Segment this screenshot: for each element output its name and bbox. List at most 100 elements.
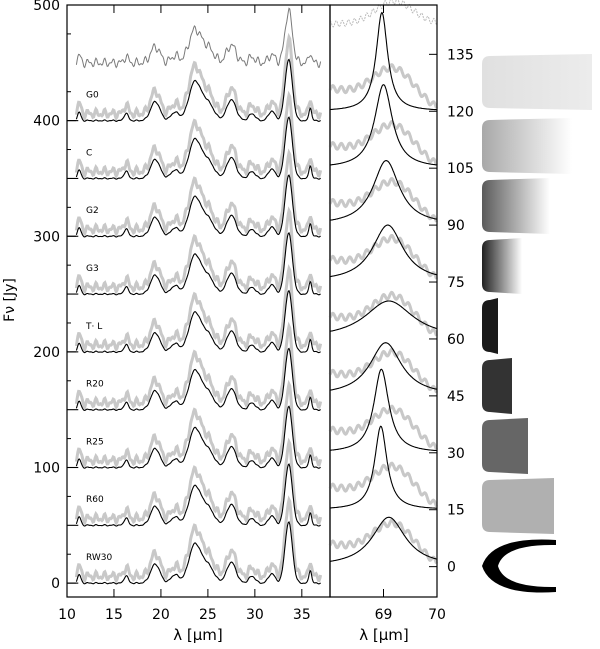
- x-tick-label: 10: [58, 607, 76, 623]
- right-peak-group: [328, 84, 438, 166]
- shape-icons: [482, 54, 592, 593]
- left-panel: RW30 R60 R25 R20 T· L G3 G2 C G0 10 15 20 25 30 35 0 100…: [33, 0, 331, 623]
- y-tick-label: 75: [447, 275, 465, 291]
- right-peak-group: [328, 224, 438, 280]
- y-axis-label: Fν [Jy]: [2, 278, 18, 322]
- observed-overlay-line: [328, 119, 438, 166]
- model-spectrum-group: R60: [67, 437, 323, 527]
- shape-10-icon: [482, 539, 556, 593]
- observed-overlay-line: [74, 379, 323, 469]
- observed-spectrum-line: [329, 0, 437, 28]
- right-x-axis-label: λ [μm]: [359, 626, 409, 644]
- model-spectrum-group: G3: [67, 206, 323, 296]
- observed-overlay-line: [74, 495, 323, 584]
- model-spectrum-group: C: [67, 90, 323, 180]
- observed-overlay-line: [328, 461, 438, 508]
- right-peak-group: [328, 425, 438, 509]
- x-tick-label: 70: [428, 607, 446, 623]
- right-peak-group: [328, 290, 438, 337]
- right-peak-group: [328, 11, 438, 111]
- observed-overlay-line: [74, 437, 323, 527]
- observed-overlay-line: [328, 518, 438, 565]
- shape-8-icon: [482, 478, 554, 534]
- observed-overlay-line: [328, 290, 438, 337]
- observed-overlay-line: [328, 234, 438, 280]
- y-tick-label: 300: [33, 229, 60, 245]
- x-tick-label: 69: [375, 607, 393, 623]
- y-tick-label: 90: [447, 218, 465, 234]
- y-tick-label: 135: [447, 47, 474, 63]
- shape-5-icon: [482, 298, 498, 354]
- model-peak-line: [329, 300, 437, 332]
- y-tick-label: 100: [33, 461, 60, 477]
- y-tick-label: 500: [33, 0, 60, 14]
- observed-overlay-line: [74, 148, 323, 237]
- model-line: [75, 58, 321, 122]
- y-tick-label: 400: [33, 114, 60, 130]
- model-line: [75, 174, 321, 238]
- observed-overlay-line: [328, 63, 438, 109]
- x-tick-label: 30: [246, 607, 264, 623]
- model-label: RW30: [86, 553, 113, 563]
- model-line: [75, 232, 321, 296]
- left-x-axis-label: λ [μm]: [173, 626, 223, 644]
- model-label: T· L: [85, 322, 102, 332]
- shape-2-icon: [482, 118, 572, 174]
- y-tick-label: 120: [447, 104, 474, 120]
- y-tick-label: 60: [447, 332, 465, 348]
- model-peak-line: [329, 516, 437, 562]
- observed-overlay-line: [74, 90, 323, 180]
- model-peak-line: [329, 342, 437, 391]
- shape-7-icon: [482, 418, 528, 474]
- shape-4-icon: [482, 238, 522, 294]
- y-tick-label: 0: [447, 560, 456, 576]
- model-line: [75, 116, 321, 180]
- model-label: G3: [86, 264, 99, 274]
- shape-6-icon: [482, 358, 512, 414]
- observed-overlay-line: [328, 404, 438, 451]
- model-line: [75, 289, 321, 354]
- y-tick-label: 105: [447, 161, 474, 177]
- y-tick-label: 0: [51, 576, 60, 592]
- model-label: R25: [86, 437, 104, 447]
- model-label: G2: [86, 206, 99, 216]
- model-label: C: [86, 148, 92, 158]
- model-line: [75, 347, 321, 411]
- x-tick-label: 15: [105, 607, 123, 623]
- observed-overlay-line: [328, 177, 438, 223]
- x-tick-label: 20: [152, 607, 170, 623]
- y-tick-label: 45: [447, 389, 465, 405]
- y-tick-label: 30: [447, 446, 465, 462]
- model-peak-line: [329, 224, 437, 278]
- observed-overlay-line: [74, 206, 323, 295]
- model-line: [75, 463, 321, 527]
- observed-spectrum-line: [75, 7, 322, 69]
- model-label: R60: [86, 495, 104, 505]
- observed-overlay-line: [74, 263, 323, 353]
- y-tick-label: 200: [33, 345, 60, 361]
- model-peak-line: [330, 425, 437, 509]
- model-peak-line: [330, 11, 437, 111]
- right-panel: 69 70 0 15 30 45 60 75 90 105 120 135: [328, 0, 474, 623]
- model-spectrum-group: R20: [67, 321, 323, 411]
- observed-overlay-line: [328, 347, 438, 394]
- model-label: R20: [86, 380, 104, 390]
- x-tick-label: 25: [199, 607, 217, 623]
- right-peak-group: [328, 516, 438, 565]
- model-line: [75, 520, 321, 585]
- y-tick-label: 15: [447, 503, 465, 519]
- observed-overlay-line: [74, 321, 323, 411]
- model-label: G0: [86, 91, 99, 101]
- right-peak-group: [328, 368, 438, 452]
- model-peak-line: [329, 368, 437, 452]
- observed-overlay-line: [74, 32, 323, 122]
- right-peak-group: [328, 342, 438, 394]
- model-peak-line: [329, 84, 437, 166]
- x-tick-label: 35: [293, 607, 311, 623]
- model-peak-line: [329, 160, 437, 221]
- right-peak-group: [328, 160, 438, 223]
- shape-1-icon: [482, 54, 592, 110]
- model-line: [75, 405, 321, 469]
- shape-3-icon: [482, 178, 550, 234]
